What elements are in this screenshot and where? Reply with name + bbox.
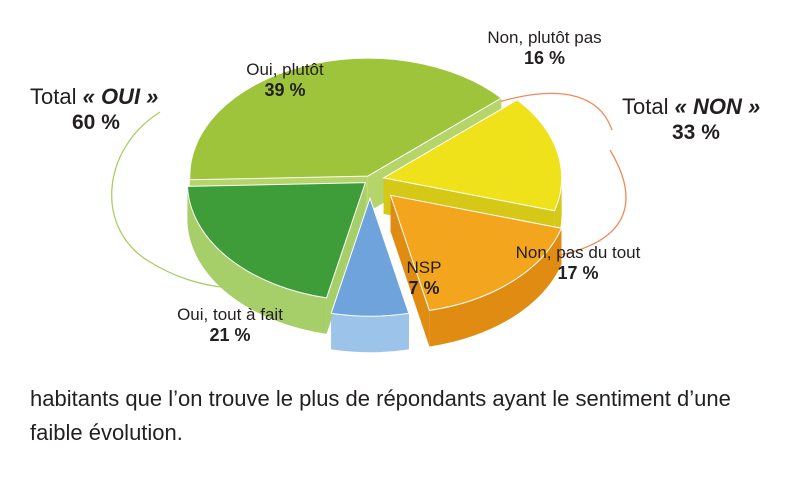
slice-wall [390,195,430,347]
slice-value: 39 % [264,79,306,100]
slice-label: Non, pas du tout [515,243,641,262]
pie-chart [111,57,627,353]
label-non-plutot-pas: Non, plutôt pas 16 % [462,28,627,68]
slice-value: 7 % [408,277,440,298]
connector-non-lower [559,149,627,256]
slice-value: 17 % [557,262,599,283]
label-oui-plutot: Oui, plutôt 39 % [215,60,355,100]
label-nsp: NSP 7 % [394,258,454,298]
slice-4 [186,182,367,299]
slice-2 [389,194,563,312]
slice-side [187,186,327,334]
slice-value: 21 % [209,324,251,345]
label-non-pas-du-tout: Non, pas du tout 17 % [494,243,662,283]
total-non: Total « NON » 33 % [622,94,782,146]
slice-side [331,313,409,353]
total-non-title: Total « NON » [622,94,761,119]
total-oui: Total « OUI » 60 % [30,84,180,136]
slice-3 [330,196,410,317]
slice-side [429,228,562,347]
caption-text: habitants que l’on trouve le plus de rép… [30,386,731,445]
slice-label: Oui, tout à fait [177,305,283,324]
slice-tops [186,57,563,317]
total-non-value: 33 % [672,121,720,145]
slice-0 [189,57,503,181]
slice-value: 16 % [523,47,566,68]
total-oui-value: 60 % [72,111,120,135]
slice-1 [382,99,563,212]
slice-label: Oui, plutôt [246,60,324,79]
slice-label: Non, plutôt pas [487,28,602,47]
connector-non-upper [479,92,613,131]
label-oui-tout-a-fait: Oui, tout à fait 21 % [150,305,310,345]
slice-label: NSP [406,258,442,277]
slice-wall [326,182,366,334]
total-oui-title: Total « OUI » [30,84,159,109]
